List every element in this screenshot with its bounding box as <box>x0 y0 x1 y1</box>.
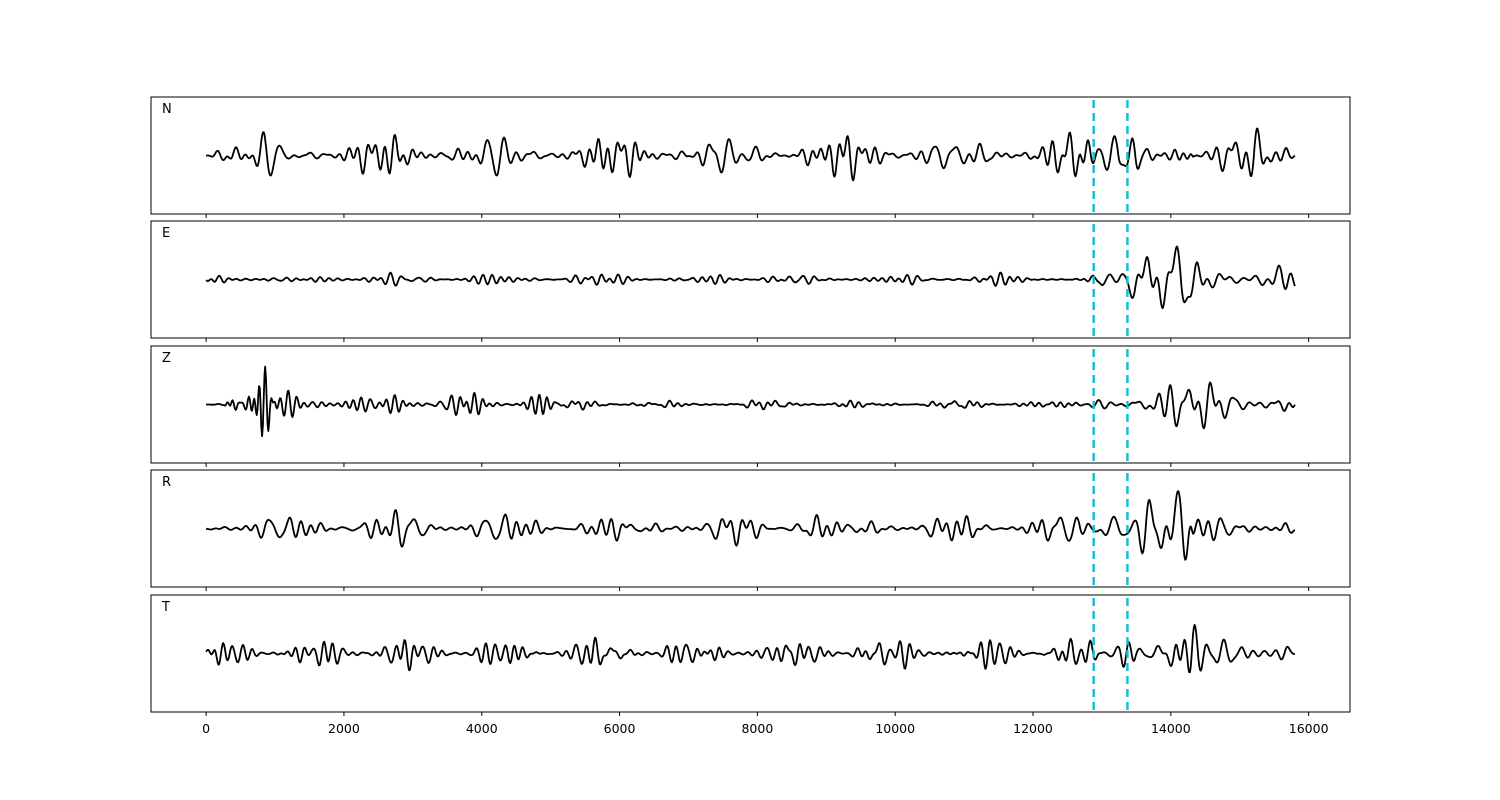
x-tick-label: 2000 <box>328 721 360 736</box>
panel-r: R <box>150 469 1351 591</box>
x-tick-label: 10000 <box>875 721 915 736</box>
panel-z: Z <box>150 345 1351 467</box>
panel-frame <box>150 469 1351 588</box>
panel-label: Z <box>162 351 171 366</box>
panel-n: N <box>150 96 1351 218</box>
panel-label: T <box>161 600 170 615</box>
panel-t: T <box>150 594 1351 716</box>
x-tick-label: 6000 <box>604 721 636 736</box>
trace-e <box>205 245 1296 310</box>
panel-frame <box>150 345 1351 464</box>
panel-e: E <box>150 220 1351 342</box>
trace-n <box>205 127 1296 182</box>
panel-label: N <box>162 102 172 117</box>
trace-r <box>206 490 1296 561</box>
panel-frame <box>150 220 1351 339</box>
x-tick-label: 12000 <box>1013 721 1053 736</box>
panel-label: E <box>162 226 170 241</box>
panels-layer: N E Z R T <box>150 96 1351 716</box>
x-tick-label: 4000 <box>466 721 498 736</box>
trace-t <box>205 624 1296 674</box>
x-tick-label: 14000 <box>1151 721 1191 736</box>
panel-frame <box>150 96 1351 215</box>
x-tick-label: 0 <box>202 721 210 736</box>
panel-label: R <box>162 475 171 490</box>
x-axis: 0 2000 4000 6000 8000 10000 12000 14000 16000 <box>202 721 1328 736</box>
x-tick-label: 8000 <box>741 721 773 736</box>
panel-frame <box>150 594 1351 713</box>
trace-z <box>205 365 1296 438</box>
x-tick-label: 16000 <box>1289 721 1329 736</box>
